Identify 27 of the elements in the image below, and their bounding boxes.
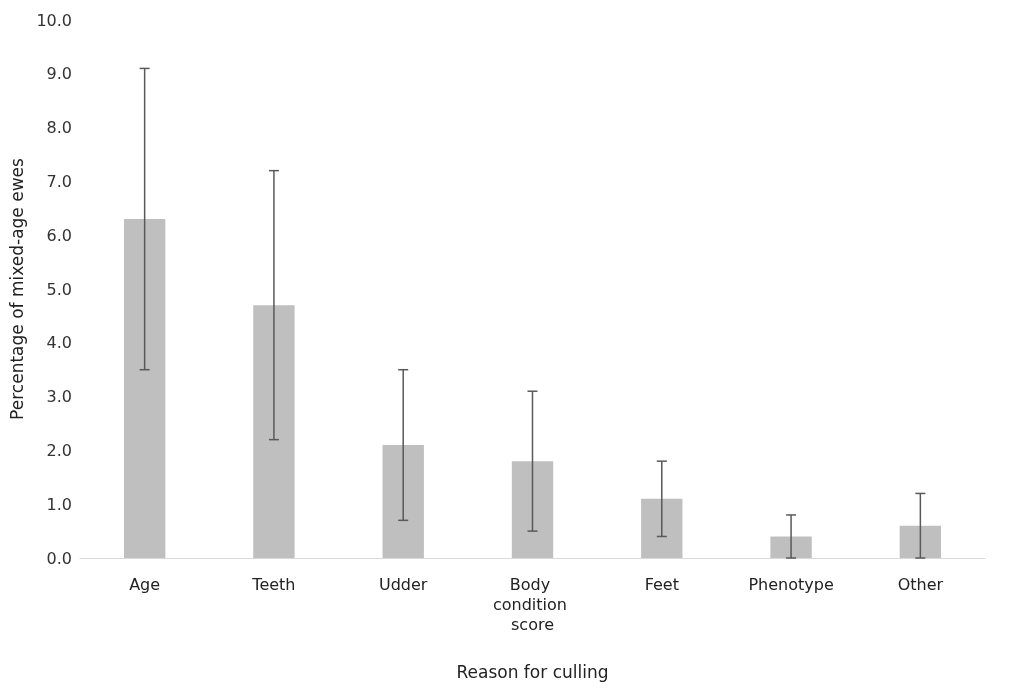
y-tick-label: 3.0 (46, 387, 72, 407)
bar (770, 536, 812, 558)
bar (123, 219, 166, 558)
x-tick-label: Age (129, 574, 161, 594)
x-tick-label: Udder (378, 574, 428, 594)
y-tick-label: 1.0 (46, 494, 72, 514)
y-tick-label: 8.0 (46, 118, 72, 138)
x-axis-title: Reason for culling (456, 661, 609, 682)
y-tick-label: 6.0 (46, 225, 72, 245)
y-tick-label: 10.0 (36, 10, 72, 30)
x-tick-label: Feet (644, 574, 679, 594)
y-tick-label: 5.0 (46, 279, 72, 299)
y-tick-label: 4.0 (46, 333, 72, 353)
bar (253, 305, 295, 558)
y-axis-title: Percentage of mixed-age ewes (6, 157, 27, 420)
y-tick-label: 7.0 (46, 171, 72, 191)
bar (641, 498, 683, 558)
y-tick-label: 2.0 (46, 440, 72, 460)
bar (511, 461, 554, 558)
x-tick-label: Other (897, 574, 944, 594)
x-tick-label: Body condition score (492, 574, 573, 634)
x-tick-label: Phenotype (748, 574, 834, 594)
bar (899, 525, 942, 558)
y-tick-label: 9.0 (46, 64, 72, 84)
x-tick-label: Teeth (251, 574, 296, 594)
bar (382, 445, 424, 558)
y-tick-label: 0.0 (46, 548, 72, 568)
